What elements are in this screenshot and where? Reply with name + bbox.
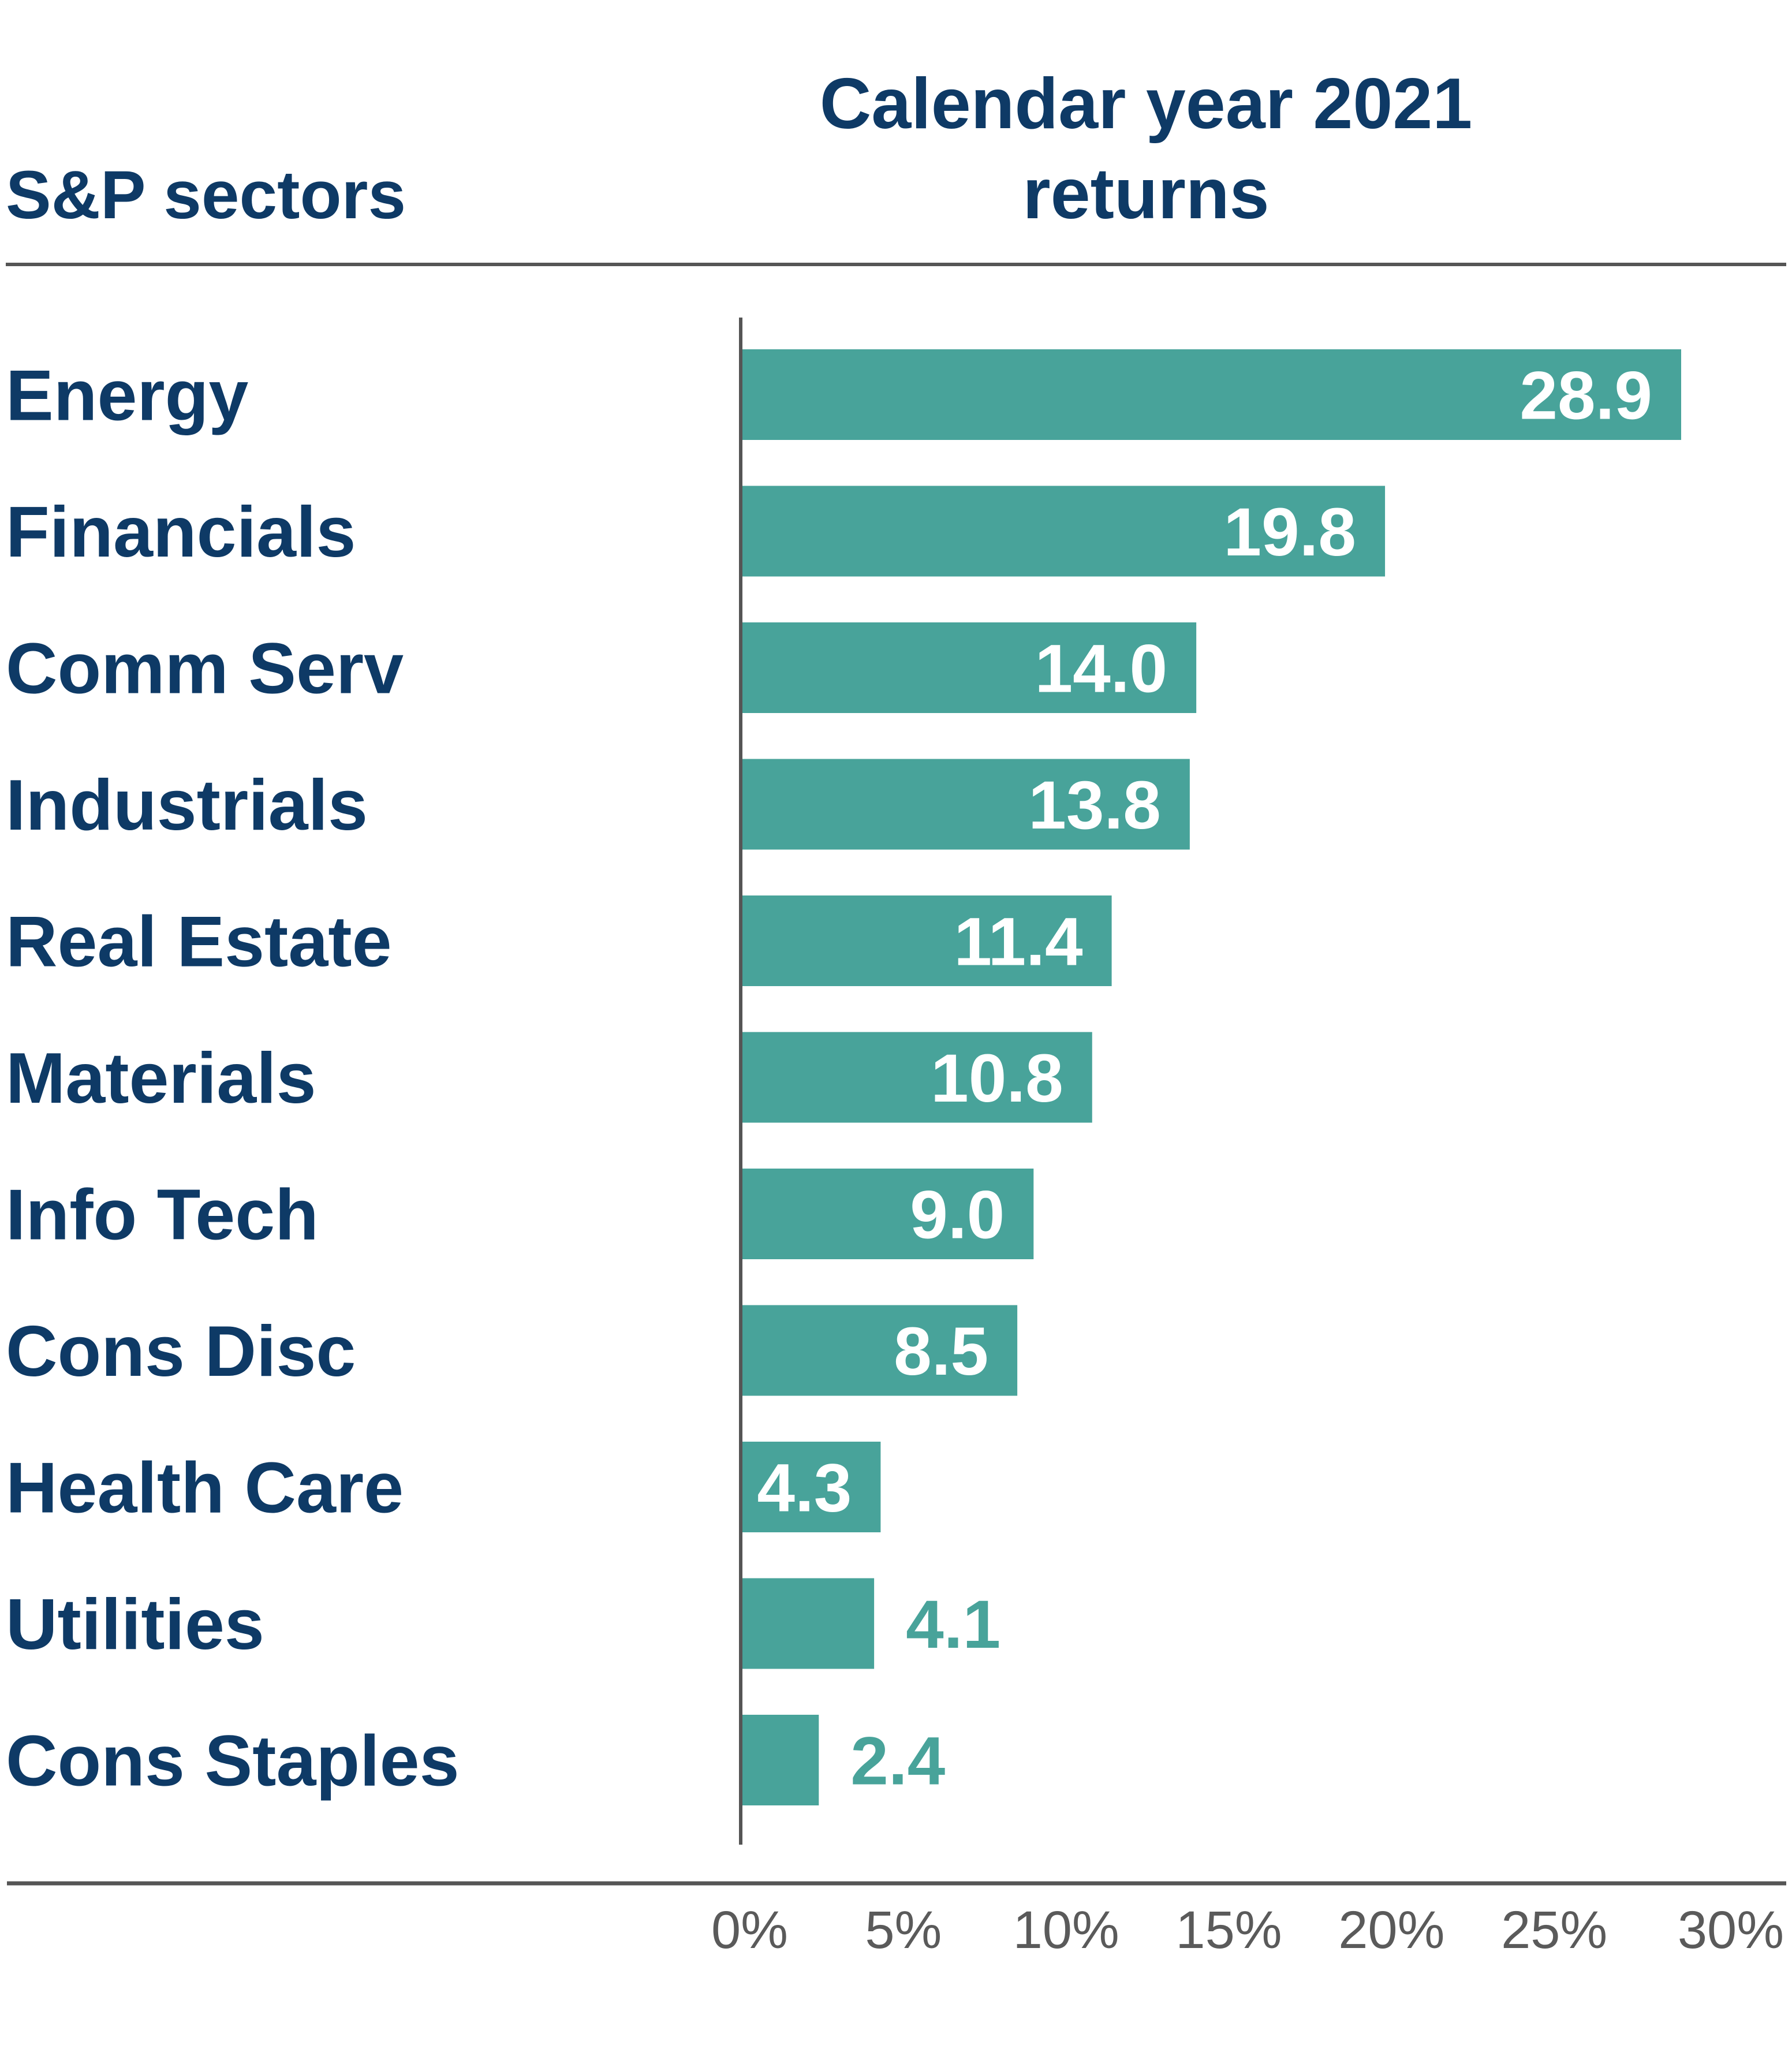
category-label: Health Care <box>6 1449 404 1528</box>
data-label: 4.1 <box>906 1587 1000 1663</box>
data-label: 9.0 <box>910 1177 1005 1253</box>
x-ticks-group: 0% 5% 10% 15% 20% 25% 30% <box>711 1901 1784 1960</box>
bar <box>741 1305 1018 1396</box>
bar <box>741 1442 881 1532</box>
category-label: Real Estate <box>6 902 392 982</box>
category-label: Comm Serv <box>6 629 404 709</box>
bar <box>741 1169 1034 1259</box>
data-label: 4.3 <box>757 1450 852 1527</box>
bar <box>741 486 1386 577</box>
category-label: Info Tech <box>6 1175 319 1255</box>
category-label: Financials <box>6 492 356 572</box>
category-label: Cons Staples <box>6 1722 460 1801</box>
x-tick-label: 5% <box>865 1901 942 1960</box>
bar <box>741 622 1197 713</box>
category-header: S&P sectors <box>6 157 406 233</box>
category-label: Cons Disc <box>6 1312 356 1391</box>
bar <box>741 1715 819 1805</box>
x-tick-label: 10% <box>1013 1901 1119 1960</box>
x-tick-label: 0% <box>711 1901 788 1960</box>
data-label: 10.8 <box>931 1040 1063 1117</box>
data-label: 14.0 <box>1035 631 1167 707</box>
category-label: Utilities <box>6 1585 264 1665</box>
chart-title-line-1: Calendar year 2021 <box>820 64 1473 144</box>
category-label: Energy <box>6 356 248 436</box>
bar <box>741 759 1190 850</box>
bar <box>741 349 1681 440</box>
data-label: 13.8 <box>1028 767 1161 844</box>
data-label: 11.4 <box>954 904 1082 980</box>
bar <box>741 1032 1092 1123</box>
bars-group: Energy 28.9 Financials 19.8 Comm Serv 14.0 Ind… <box>6 349 1681 1805</box>
x-tick-label: 15% <box>1175 1901 1282 1960</box>
x-tick-label: 30% <box>1678 1901 1784 1960</box>
data-label: 19.8 <box>1223 494 1356 570</box>
x-tick-label: 20% <box>1338 1901 1444 1960</box>
data-label: 8.5 <box>894 1313 988 1390</box>
data-label: 28.9 <box>1520 358 1652 434</box>
category-label: Industrials <box>6 766 368 845</box>
x-tick-label: 25% <box>1501 1901 1607 1960</box>
bar <box>741 1578 875 1669</box>
chart-title-line-2: returns <box>1022 154 1269 234</box>
bar <box>741 895 1112 986</box>
data-label: 2.4 <box>850 1723 945 1800</box>
category-label: Materials <box>6 1039 316 1118</box>
